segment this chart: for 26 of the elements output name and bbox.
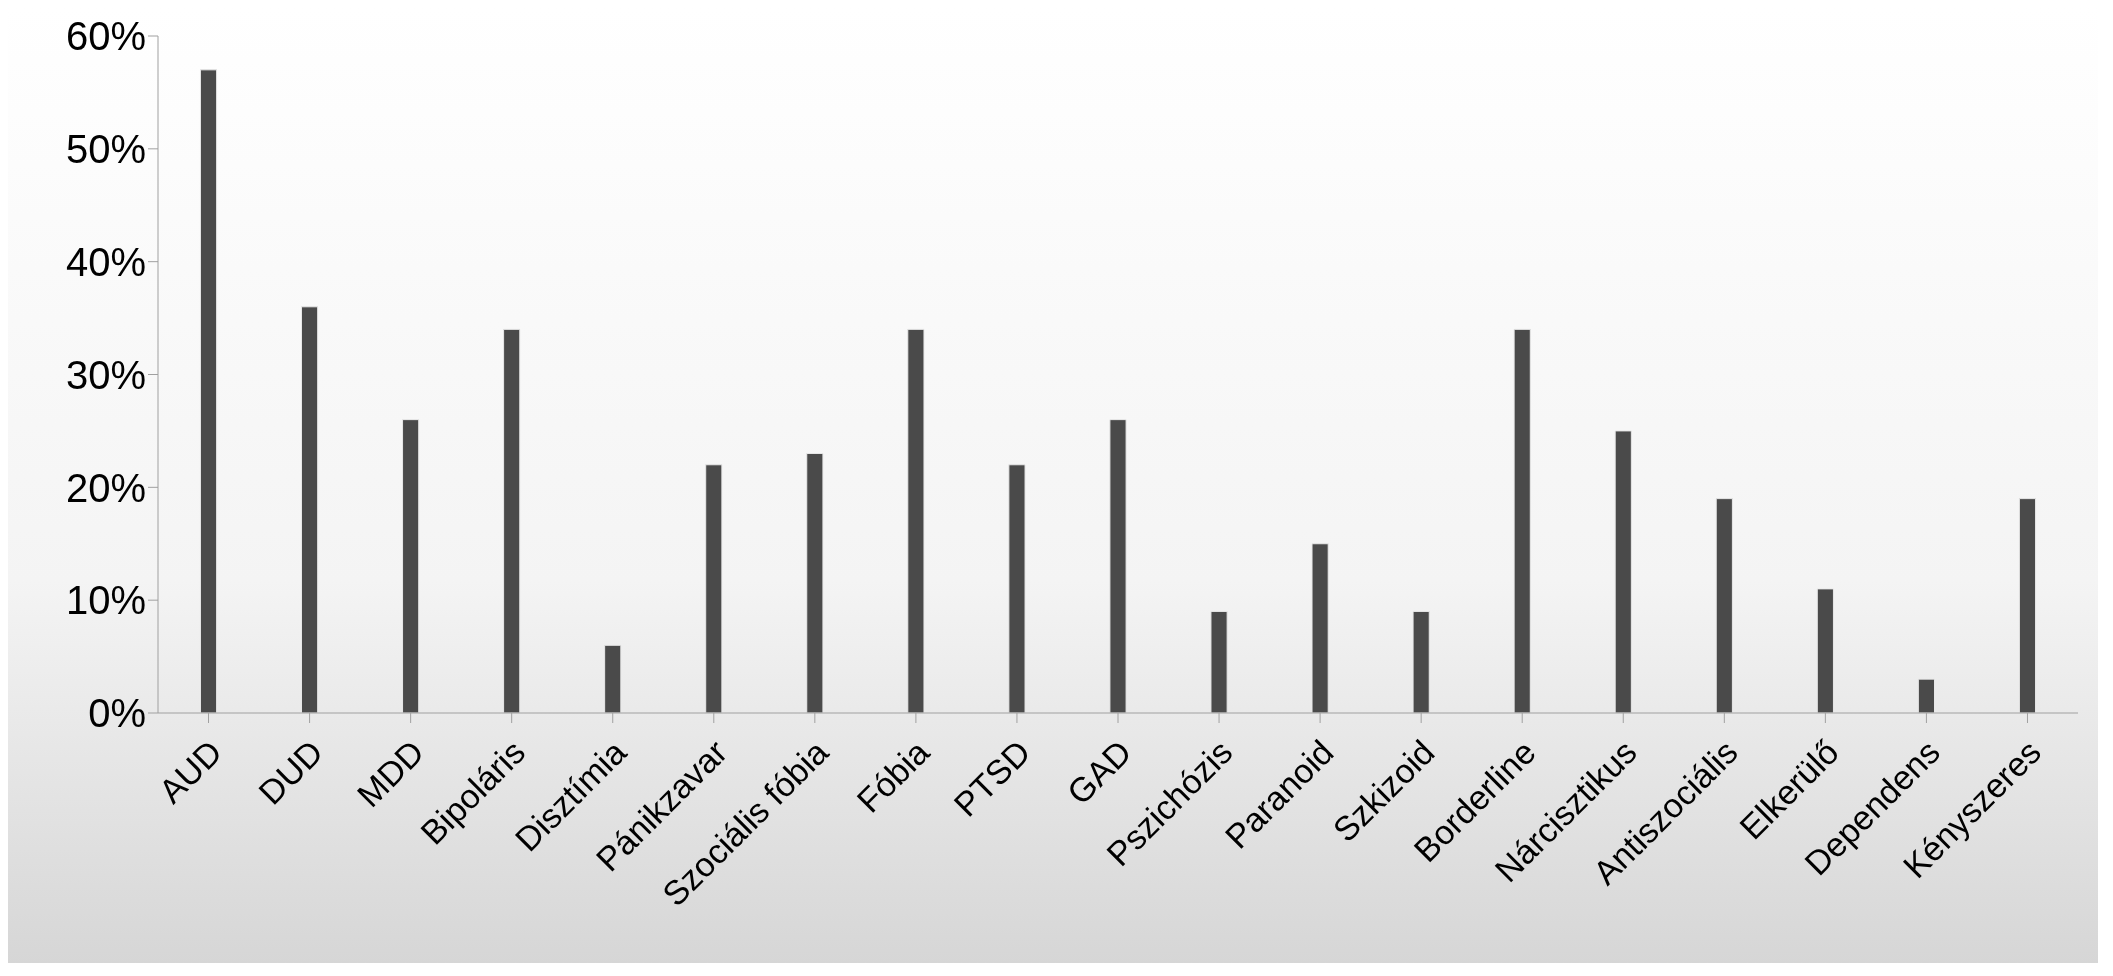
bar xyxy=(199,69,218,713)
bar xyxy=(1109,419,1127,713)
y-tick-label: 20% xyxy=(65,465,146,510)
bar xyxy=(300,306,319,713)
bar xyxy=(604,644,622,713)
bar xyxy=(503,328,521,713)
bar xyxy=(2018,498,2037,713)
bar xyxy=(1816,588,1834,713)
y-tick-label: 30% xyxy=(65,352,146,397)
bar xyxy=(1412,610,1430,713)
bar xyxy=(1614,430,1632,713)
bar xyxy=(907,328,925,713)
bar xyxy=(1210,610,1228,713)
bar xyxy=(1513,328,1531,713)
y-tick-label: 0% xyxy=(88,691,146,736)
bar xyxy=(1008,464,1026,713)
bar xyxy=(705,464,723,713)
bar xyxy=(402,419,420,713)
y-tick-label: 60% xyxy=(65,14,146,59)
y-tick-label: 10% xyxy=(65,578,146,623)
bar xyxy=(1311,543,1329,713)
bar xyxy=(1917,678,1936,713)
y-tick-label: 40% xyxy=(65,239,146,284)
y-tick-label: 50% xyxy=(65,127,146,172)
bar xyxy=(1715,498,1733,713)
bar xyxy=(806,452,824,713)
